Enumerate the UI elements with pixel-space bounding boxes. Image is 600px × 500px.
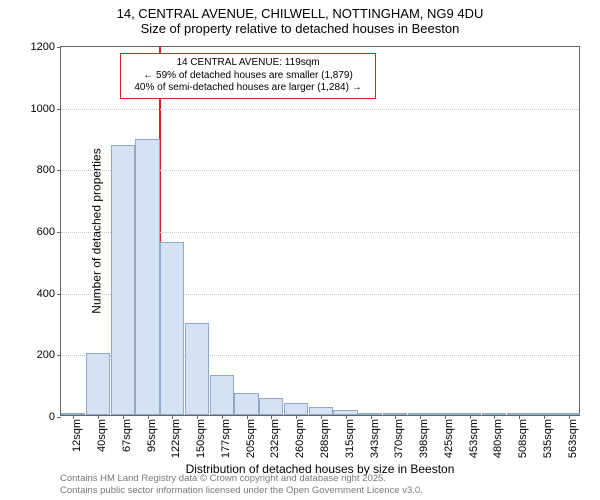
ytick-label: 1200 (31, 41, 61, 53)
y-axis-title: Number of detached properties (90, 148, 104, 313)
histogram-bar (111, 145, 135, 415)
ytick-label: 200 (37, 349, 61, 361)
xtick-label: 425sqm (443, 419, 455, 458)
histogram-bar (259, 398, 283, 415)
ytick-label: 600 (37, 226, 61, 238)
ytick-label: 0 (49, 411, 61, 423)
xtick-label: 453sqm (468, 419, 480, 458)
xtick-label: 288sqm (319, 419, 331, 458)
chart-area: 14 CENTRAL AVENUE: 119sqm ← 59% of detac… (60, 46, 580, 416)
xtick-label: 95sqm (146, 419, 158, 452)
annotation-line2: ← 59% of detached houses are smaller (1,… (127, 70, 369, 83)
histogram-bar (284, 403, 308, 415)
xtick-label: 508sqm (517, 419, 529, 458)
histogram-bar (86, 353, 110, 415)
xtick-label: 260sqm (294, 419, 306, 458)
xtick-label: 232sqm (269, 419, 281, 458)
chart-title: 14, CENTRAL AVENUE, CHILWELL, NOTTINGHAM… (0, 0, 600, 36)
xtick-label: 398sqm (418, 419, 430, 458)
xtick-label: 12sqm (71, 419, 83, 452)
xtick-label: 40sqm (96, 419, 108, 452)
xtick-label: 370sqm (393, 419, 405, 458)
attribution-line2: Contains public sector information licen… (60, 485, 423, 496)
attribution-text: Contains HM Land Registry data © Crown c… (60, 473, 423, 496)
plot-region: 14 CENTRAL AVENUE: 119sqm ← 59% of detac… (60, 46, 580, 416)
gridline (61, 109, 579, 110)
title-line2: Size of property relative to detached ho… (0, 21, 600, 36)
ytick-label: 400 (37, 288, 61, 300)
histogram-bar (210, 375, 234, 415)
xtick-label: 315sqm (344, 419, 356, 458)
xtick-label: 122sqm (170, 419, 182, 458)
xtick-label: 480sqm (492, 419, 504, 458)
attribution-line1: Contains HM Land Registry data © Crown c… (60, 473, 423, 484)
histogram-bar (160, 242, 184, 415)
xtick-label: 177sqm (220, 419, 232, 458)
annotation-line3: 40% of semi-detached houses are larger (… (127, 82, 369, 95)
annotation-box: 14 CENTRAL AVENUE: 119sqm ← 59% of detac… (120, 53, 376, 99)
annotation-line1: 14 CENTRAL AVENUE: 119sqm (127, 57, 369, 70)
xtick-label: 535sqm (542, 419, 554, 458)
xtick-label: 150sqm (195, 419, 207, 458)
histogram-bar (234, 393, 258, 415)
histogram-bar (185, 323, 209, 416)
xtick-label: 205sqm (245, 419, 257, 458)
histogram-bar (309, 407, 333, 415)
ytick-label: 1000 (31, 103, 61, 115)
title-line1: 14, CENTRAL AVENUE, CHILWELL, NOTTINGHAM… (0, 6, 600, 21)
ytick-label: 800 (37, 164, 61, 176)
xtick-label: 67sqm (121, 419, 133, 452)
xtick-label: 343sqm (369, 419, 381, 458)
histogram-bar (135, 139, 159, 415)
xtick-label: 563sqm (567, 419, 579, 458)
